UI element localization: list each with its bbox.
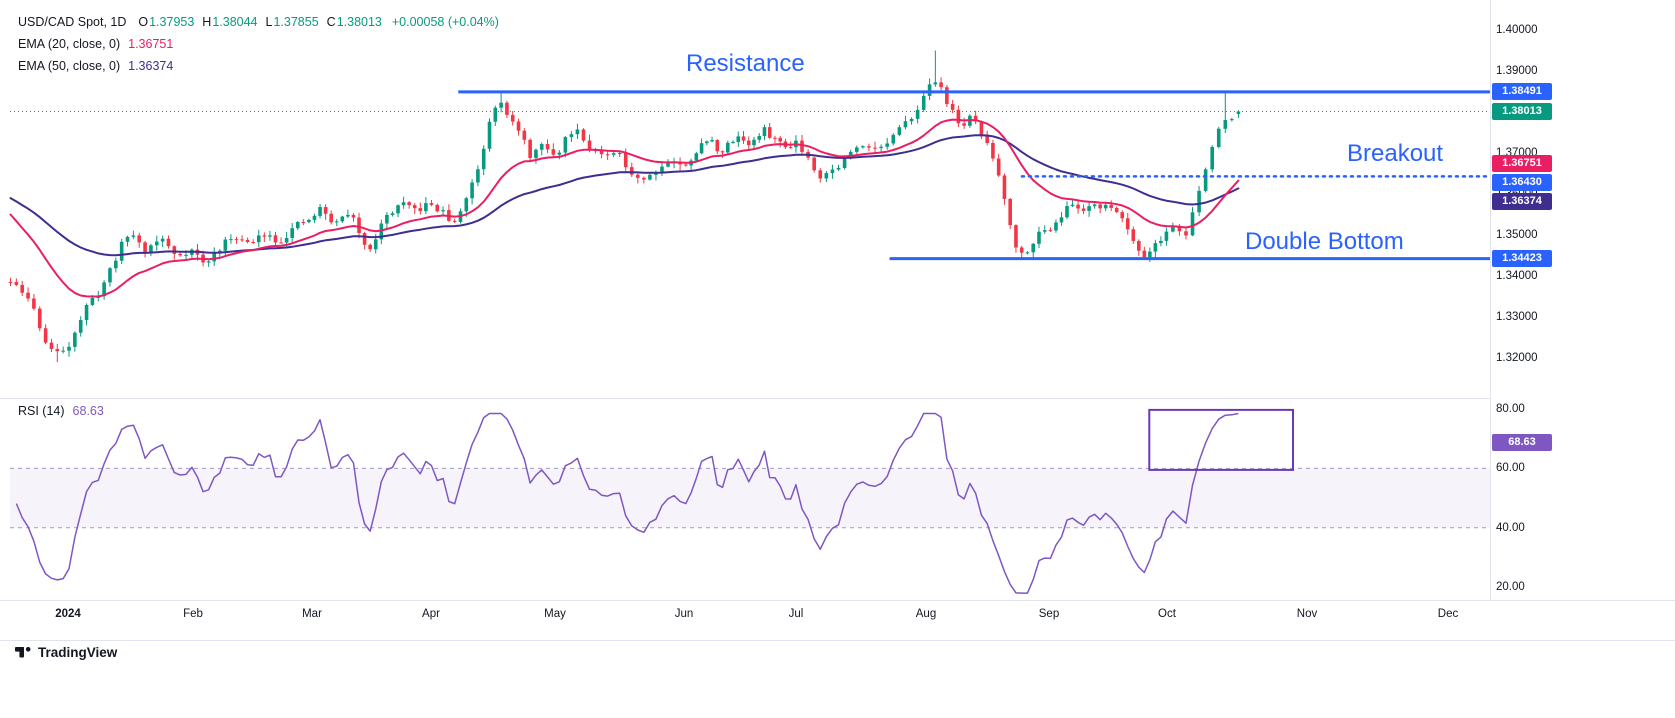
ema50-legend-row[interactable]: EMA (50, close, 0) 1.36374: [18, 58, 499, 74]
time-axis-label: May: [544, 608, 566, 620]
annotation-resistance[interactable]: Resistance: [686, 50, 805, 77]
annotation-double-bottom[interactable]: Double Bottom: [1245, 228, 1404, 255]
time-axis-label: Mar: [302, 608, 322, 620]
price-badge-last-close: 1.38013: [1492, 102, 1552, 120]
change-value: +0.00058 (+0.04%): [391, 15, 499, 29]
price-axis-label: 1.33000: [1496, 311, 1538, 323]
ema50-value: 1.36374: [128, 59, 174, 73]
symbol-legend-row[interactable]: USD/CAD Spot, 1D O1.37953 H1.38044 L1.37…: [18, 14, 499, 30]
time-axis-label: Jul: [788, 608, 804, 620]
ema20-legend-row[interactable]: EMA (20, close, 0) 1.36751: [18, 36, 499, 52]
time-axis-label: Jun: [674, 608, 694, 620]
tradingview-logo[interactable]: TradingView: [14, 643, 117, 661]
price-axis-label: 1.39000: [1496, 65, 1538, 77]
ema50-label: EMA (50, close, 0): [18, 59, 121, 73]
price-axis-label: 1.40000: [1496, 24, 1538, 36]
time-axis-label: Dec: [1437, 608, 1459, 620]
price-axis-label: 1.32000: [1496, 352, 1538, 364]
rsi-axis-label: 40.00: [1496, 521, 1525, 534]
price-axis-label: 1.34000: [1496, 270, 1538, 282]
rsi-legend[interactable]: RSI (14) 68.63: [18, 403, 104, 425]
tradingview-logo-icon: [15, 647, 31, 658]
price-badge-ema20: 1.36751: [1492, 154, 1552, 172]
price-badge-resistance-level: 1.38491: [1492, 83, 1552, 101]
low-value: L1.37855: [265, 15, 319, 29]
time-axis-label: Oct: [1158, 608, 1176, 620]
rsi-axis-label: 20.00: [1496, 581, 1525, 594]
price-badge-ema50: 1.36374: [1492, 192, 1552, 210]
rsi-label: RSI (14): [18, 404, 65, 418]
tradingview-brand-text: TradingView: [38, 644, 118, 660]
symbol-title[interactable]: USD/CAD Spot, 1D: [18, 15, 127, 29]
close-value: C1.38013: [326, 15, 382, 29]
rsi-value: 68.63: [72, 404, 104, 418]
time-axis-label: Feb: [183, 608, 203, 620]
time-axis-label: Sep: [1038, 608, 1060, 620]
price-badge-breakout-level: 1.36430: [1492, 173, 1552, 191]
rsi-axis-label: 80.00: [1496, 403, 1525, 415]
time-axis-label: Apr: [422, 608, 440, 620]
time-axis-label: Nov: [1296, 608, 1318, 620]
rsi-axis-label: 60.00: [1496, 462, 1525, 475]
annotation-breakout[interactable]: Breakout: [1347, 140, 1444, 167]
high-value: H1.38044: [202, 15, 258, 29]
ema20-value: 1.36751: [128, 37, 174, 51]
ema20-label: EMA (20, close, 0): [18, 37, 121, 51]
time-axis-label: Aug: [915, 608, 937, 620]
open-value: O1.37953: [138, 15, 195, 29]
price-axis-label: 1.35000: [1496, 229, 1538, 241]
rsi-value-badge: 68.63: [1492, 434, 1552, 452]
main-chart-legend: USD/CAD Spot, 1D O1.37953 H1.38044 L1.37…: [18, 14, 499, 80]
time-axis-label: 2024: [55, 608, 81, 620]
price-badge-double-bottom-level: 1.34423: [1492, 250, 1552, 268]
